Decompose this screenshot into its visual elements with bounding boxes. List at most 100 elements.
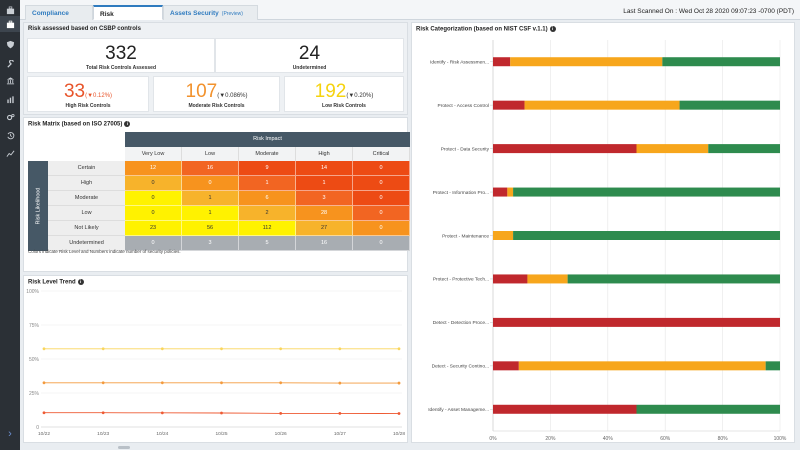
risk-matrix-cell[interactable]: 1 — [239, 176, 296, 191]
tab-compliance[interactable]: Compliance — [25, 5, 93, 20]
risk-matrix-cell[interactable]: 0 — [353, 206, 410, 221]
tab-assets-security[interactable]: Assets Security (Preview) — [163, 5, 258, 20]
x-tick-label: 10/23 — [97, 431, 109, 437]
shield-icon[interactable] — [0, 36, 20, 52]
risk-matrix-cell[interactable]: 1 — [182, 206, 239, 221]
y-tick-label: 100% — [26, 289, 39, 295]
risk-matrix-cell[interactable]: 5 — [239, 236, 296, 251]
risk-matrix-cell[interactable]: 0 — [353, 221, 410, 236]
bank-icon[interactable] — [0, 72, 20, 88]
x-tick-label: 10/27 — [334, 431, 346, 437]
trend-data-point — [101, 347, 105, 351]
risk-matrix-row-label: Moderate — [48, 191, 125, 206]
csbp-panel: Risk assessed based on CSBP controls 332… — [23, 22, 408, 115]
category-label: Protect - Data Security — [441, 146, 490, 152]
risk-matrix-cell[interactable]: 0 — [125, 191, 182, 206]
x-tick-label: 0% — [489, 436, 497, 442]
risk-likelihood-label-wrap: Risk Likelihood — [28, 161, 48, 251]
risk-matrix-cell[interactable]: 112 — [239, 221, 296, 236]
y-tick-label: 25% — [29, 391, 40, 397]
risk-matrix-cell[interactable]: 16 — [182, 161, 239, 176]
y-tick-label: 0 — [36, 425, 39, 431]
risk-matrix-cell[interactable]: 1 — [296, 176, 353, 191]
wrench-icon[interactable] — [0, 56, 20, 72]
risk-matrix-cell[interactable]: 56 — [182, 221, 239, 236]
info-icon[interactable]: i — [77, 279, 84, 285]
risk-matrix-cell[interactable]: 1 — [182, 191, 239, 206]
high-risk-label: High Risk Controls — [65, 103, 111, 109]
risk-matrix-cell[interactable]: 16 — [296, 236, 353, 251]
line-chart-icon[interactable] — [0, 145, 20, 161]
trend-data-point — [397, 347, 401, 351]
risk-matrix-cell[interactable]: 14 — [296, 161, 353, 176]
risk-matrix-column-header: Critical — [353, 147, 410, 161]
risk-matrix-cell[interactable]: 3 — [296, 191, 353, 206]
stacked-bar-segment — [493, 361, 519, 371]
risk-trend-title: Risk Level Trend i — [28, 279, 84, 286]
x-tick-label: 100% — [774, 436, 787, 442]
risk-matrix-cell[interactable]: 2 — [239, 206, 296, 221]
category-label: Protect - Information Pro... — [433, 190, 489, 196]
risk-likelihood-label: Risk Likelihood — [35, 187, 41, 225]
risk-categorization-title-text: Risk Categorization (based on NIST CSF v… — [416, 26, 548, 33]
trend-data-point — [42, 381, 46, 385]
stacked-bar-segment — [510, 57, 663, 67]
risk-matrix-cell[interactable]: 12 — [125, 161, 182, 176]
trend-data-point — [101, 411, 105, 415]
stacked-bar-segment — [493, 144, 637, 154]
total-controls-card: 332 Total Risk Controls Assessed — [27, 38, 215, 73]
risk-matrix-cell[interactable]: 3 — [182, 236, 239, 251]
category-label: Detect - Detection Proce... — [433, 320, 489, 326]
risk-trend-chart: 0 25% 50% 75% 100% 10/22 10/23 10/24 10/25 10/26 1… — [26, 289, 405, 437]
risk-matrix-cell[interactable]: 0 — [353, 161, 410, 176]
stacked-bar-segment — [493, 57, 511, 67]
category-label: Identify - Asset Manageme... — [428, 407, 489, 413]
history-icon[interactable] — [0, 127, 20, 143]
risk-matrix-cell[interactable]: 28 — [296, 206, 353, 221]
home-icon[interactable] — [0, 2, 20, 18]
risk-matrix-cell[interactable]: 0 — [125, 176, 182, 191]
risk-matrix-cell[interactable]: 9 — [239, 161, 296, 176]
trend-data-point — [101, 381, 105, 385]
info-icon[interactable]: i — [124, 121, 131, 127]
risk-matrix-cell[interactable]: 0 — [125, 236, 182, 251]
category-label: Detect - Security Contino... — [432, 364, 489, 370]
risk-categorization-panel: Risk Categorization (based on NIST CSF v… — [411, 22, 795, 443]
risk-matrix-cell[interactable]: 27 — [296, 221, 353, 236]
stacked-bar-segment — [662, 57, 780, 67]
risk-matrix-cell[interactable]: 6 — [239, 191, 296, 206]
expand-nav-chevron-icon[interactable]: › — [8, 428, 12, 440]
stacked-bar-segment — [524, 100, 680, 110]
risk-matrix-cell[interactable]: 0 — [125, 206, 182, 221]
gears-icon[interactable] — [0, 109, 20, 125]
stacked-bar-segment — [493, 187, 508, 197]
undetermined-value: 24 — [298, 43, 321, 64]
trend-data-point — [279, 381, 283, 385]
y-tick-label: 75% — [29, 323, 40, 329]
risk-matrix-cell[interactable]: 23 — [125, 221, 182, 236]
risk-matrix-cell[interactable]: 0 — [182, 176, 239, 191]
trend-data-point — [160, 411, 164, 415]
info-icon[interactable]: i — [549, 26, 556, 32]
trend-data-point — [279, 347, 283, 351]
risk-matrix-cell[interactable]: 0 — [353, 176, 410, 191]
resize-handle[interactable] — [118, 446, 130, 449]
stacked-bar-segment — [513, 231, 780, 240]
risk-matrix-cell[interactable]: 0 — [353, 236, 410, 251]
last-scanned-timestamp: Last Scanned On : Wed Oct 28 2020 09:07:… — [623, 8, 794, 15]
trend-data-point — [42, 347, 46, 351]
bar-chart-icon[interactable] — [0, 91, 20, 107]
trend-data-point — [160, 347, 164, 351]
trend-data-point — [397, 381, 401, 385]
risk-matrix-title-text: Risk Matrix (based on ISO 27005) — [28, 121, 123, 128]
briefcase-icon[interactable] — [0, 16, 20, 32]
trend-data-point — [220, 381, 223, 385]
risk-matrix-cell[interactable]: 0 — [353, 191, 410, 206]
stacked-bar-segment — [493, 100, 525, 110]
category-label: Protect - Access Control — [438, 103, 489, 109]
low-risk-label: Low Risk Controls — [322, 103, 366, 109]
tab-risk[interactable]: Risk — [93, 5, 163, 20]
risk-matrix-row-label: High — [48, 176, 125, 191]
stacked-bar-segment — [513, 187, 780, 197]
risk-matrix-row-label: Undetermined — [48, 236, 125, 251]
